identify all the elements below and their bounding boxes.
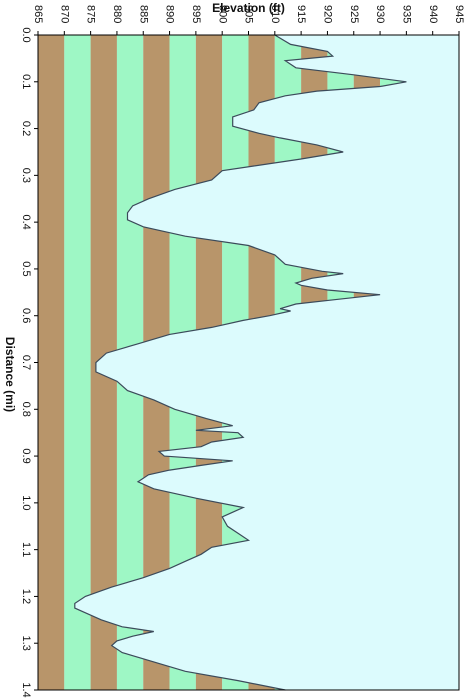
- distance-tick-label: 0.6: [20, 308, 32, 323]
- elevation-band: [38, 35, 65, 690]
- elevation-tick-label: 890: [164, 5, 176, 23]
- distance-tick-label: 0.4: [20, 214, 32, 229]
- elevation-tick-label: 935: [400, 5, 412, 23]
- elevation-axis-ticks: 865 870 875 880 885 890 895 900 905 910 915 920 925 9…: [32, 5, 465, 35]
- terrain-mask: [74, 35, 460, 690]
- distance-axis-ticks: 0.0 0.1 0.2 0.3 0.4 0.5 0.6 0.7 0.8 0.9 1.0 1.1 1.2 1…: [20, 27, 38, 698]
- distance-tick-label: 0.1: [20, 74, 32, 89]
- distance-tick-label: 0.9: [20, 448, 32, 463]
- distance-tick-label: 0.0: [20, 27, 32, 42]
- elevation-tick-label: 940: [427, 5, 439, 23]
- elevation-tick-label: 905: [243, 5, 255, 23]
- distance-tick-label: 1.4: [20, 682, 32, 697]
- elevation-tick-label: 900: [216, 5, 228, 23]
- distance-axis-title: Distance (mi): [3, 337, 17, 412]
- elevation-tick-label: 925: [348, 5, 360, 23]
- profile-line: [74, 34, 407, 691]
- distance-tick-label: 0.5: [20, 261, 32, 276]
- distance-tick-label: 0.3: [20, 168, 32, 183]
- elevation-tick-label: 930: [374, 5, 386, 23]
- distance-tick-label: 1.2: [20, 589, 32, 604]
- elevation-axis-title: Elevation (ft): [212, 1, 285, 15]
- elevation-tick-label: 875: [85, 5, 97, 23]
- distance-tick-label: 1.0: [20, 495, 32, 510]
- elevation-tick-label: 865: [32, 5, 44, 23]
- distance-tick-label: 0.2: [20, 121, 32, 136]
- elevation-tick-label: 870: [58, 5, 70, 23]
- elevation-tick-label: 885: [137, 5, 149, 23]
- elevation-tick-label: 895: [190, 5, 202, 23]
- elevation-tick-label: 920: [322, 5, 334, 23]
- elevation-tick-label: 910: [269, 5, 281, 23]
- distance-tick-label: 1.3: [20, 636, 32, 651]
- distance-tick-label: 1.1: [20, 542, 32, 557]
- distance-tick-label: 0.7: [20, 355, 32, 370]
- elevation-tick-label: 945: [453, 5, 465, 23]
- distance-tick-label: 0.8: [20, 402, 32, 417]
- elevation-band: [64, 35, 91, 690]
- elevation-tick-label: 915: [295, 5, 307, 23]
- elevation-tick-label: 880: [111, 5, 123, 23]
